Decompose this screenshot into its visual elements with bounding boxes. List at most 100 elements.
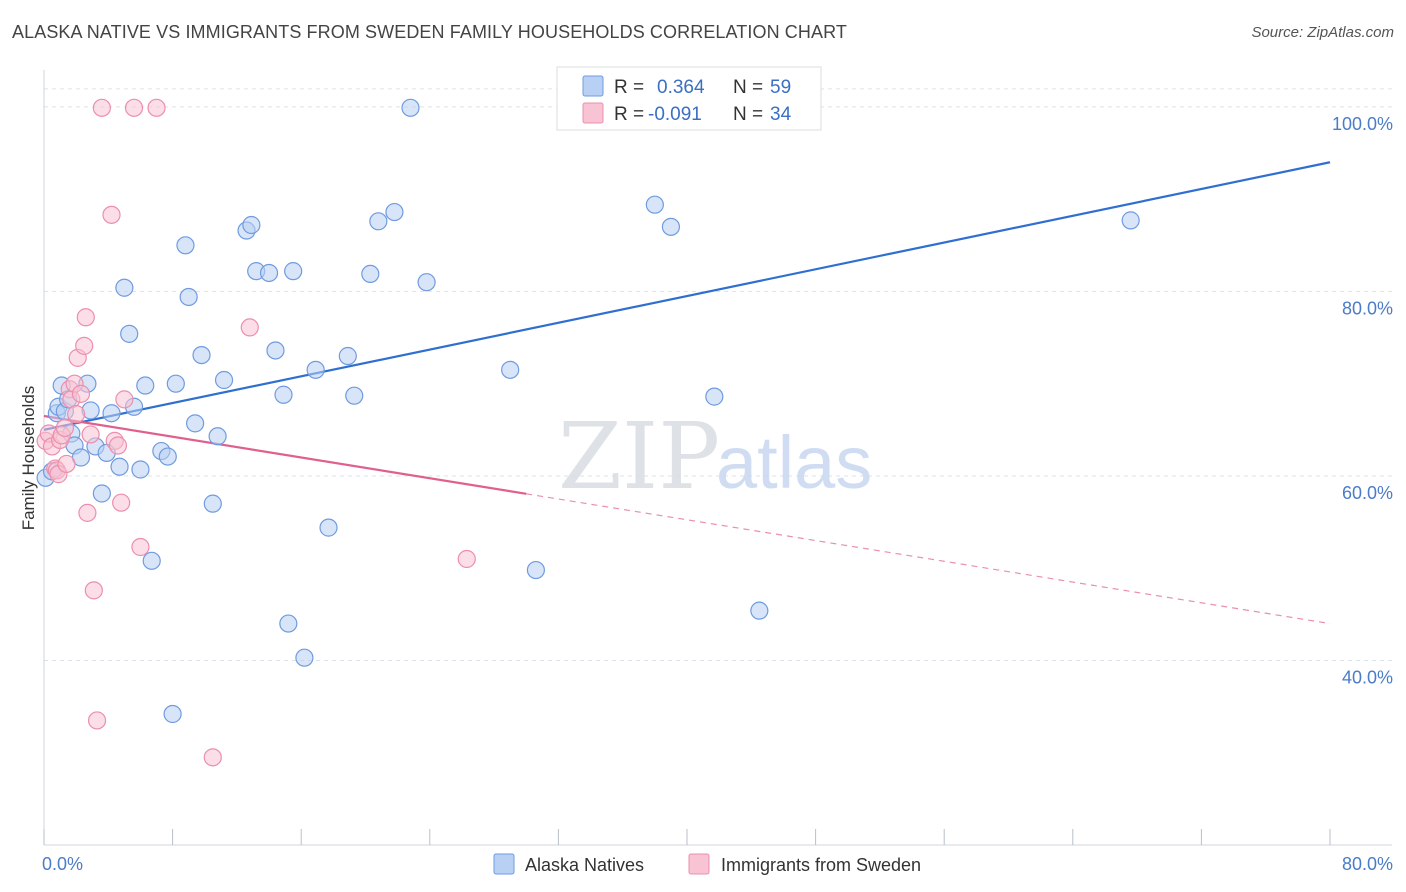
point-immigrants-sweden	[81, 425, 100, 444]
y-tick-label: 40.0%	[1342, 667, 1393, 687]
point-immigrants-sweden	[147, 98, 166, 117]
point-alaska-natives	[369, 212, 388, 231]
stats-r-value-pink: -0.091	[648, 104, 702, 125]
trend-line-dashed	[526, 493, 1331, 625]
series-legend: Alaska Natives Immigrants from Sweden	[493, 853, 921, 875]
axes	[43, 70, 1392, 846]
watermark: ZIP atlas	[558, 403, 872, 510]
point-alaska-natives	[1121, 211, 1140, 230]
point-alaska-natives	[179, 287, 198, 307]
point-alaska-natives	[750, 601, 769, 620]
y-tick-labels: 40.0% 60.0% 80.0% 100.0%	[1332, 114, 1393, 688]
point-alaska-natives	[279, 614, 298, 633]
stats-n-value-blue: 59	[770, 77, 791, 98]
legend-label-alaska-natives: Alaska Natives	[525, 855, 644, 875]
y-tick-label: 100.0%	[1332, 114, 1393, 134]
trend-line-solid	[43, 414, 527, 495]
point-alaska-natives	[361, 264, 380, 283]
stats-swatch-blue	[582, 75, 604, 97]
watermark-zip: ZIP	[558, 403, 720, 510]
point-alaska-natives	[163, 704, 182, 724]
point-alaska-natives	[136, 376, 155, 395]
point-alaska-natives	[208, 427, 227, 446]
point-alaska-natives	[526, 560, 545, 580]
point-immigrants-sweden	[75, 336, 94, 355]
stats-r-value-blue: 0.364	[657, 77, 705, 98]
point-alaska-natives	[176, 236, 195, 255]
point-alaska-natives	[274, 385, 293, 404]
stats-legend: R = 0.364 N = 59 R = -0.091 N = 34	[556, 66, 822, 131]
point-alaska-natives	[120, 324, 139, 343]
point-alaska-natives	[385, 202, 404, 222]
source-note: Source: ZipAtlas.com	[1251, 24, 1394, 41]
point-alaska-natives	[192, 345, 211, 365]
point-alaska-natives	[338, 346, 357, 366]
y-tick-label: 60.0%	[1342, 483, 1393, 503]
x-tick-labels: 0.0% 80.0%	[42, 854, 1393, 874]
point-immigrants-sweden	[84, 581, 103, 600]
point-immigrants-sweden	[102, 205, 121, 224]
point-alaska-natives	[345, 386, 364, 405]
x-tick-label: 0.0%	[42, 854, 83, 874]
y-tick-label: 80.0%	[1342, 298, 1393, 318]
point-alaska-natives	[166, 374, 185, 393]
stats-swatch-pink	[582, 102, 604, 124]
y-axis-label: Family Households	[19, 386, 38, 531]
point-immigrants-sweden	[55, 418, 74, 438]
point-immigrants-sweden	[131, 537, 150, 557]
point-immigrants-sweden	[112, 493, 131, 512]
point-alaska-natives	[142, 551, 161, 570]
point-alaska-natives	[110, 457, 129, 476]
point-alaska-natives	[186, 414, 205, 433]
point-alaska-natives	[92, 484, 111, 503]
point-alaska-natives	[115, 278, 134, 297]
point-immigrants-sweden	[87, 711, 107, 730]
point-immigrants-sweden	[115, 390, 134, 409]
point-immigrants-sweden	[240, 318, 259, 337]
chart-title: ALASKA NATIVE VS IMMIGRANTS FROM SWEDEN …	[12, 22, 847, 42]
stats-n-value-pink: 34	[770, 104, 792, 125]
stats-n-label-blue: N =	[733, 77, 763, 98]
trend-line-solid	[43, 161, 1331, 431]
point-immigrants-sweden	[76, 308, 95, 327]
point-immigrants-sweden	[92, 98, 111, 117]
point-immigrants-sweden	[71, 384, 91, 403]
point-alaska-natives	[242, 215, 261, 235]
point-alaska-natives	[102, 404, 121, 423]
legend-swatch-alaska-natives	[493, 853, 515, 875]
point-immigrants-sweden	[57, 454, 76, 474]
point-alaska-natives	[158, 447, 177, 466]
point-immigrants-sweden	[108, 436, 128, 455]
x-tick-label: 80.0%	[1342, 854, 1393, 874]
point-alaska-natives	[501, 360, 520, 379]
point-alaska-natives	[417, 273, 436, 292]
point-immigrants-sweden	[78, 503, 97, 522]
point-alaska-natives	[661, 217, 681, 236]
point-alaska-natives	[401, 98, 420, 117]
data-points	[36, 98, 1140, 767]
watermark-atlas: atlas	[716, 421, 872, 504]
point-immigrants-sweden	[67, 405, 86, 424]
legend-label-immigrants-sweden: Immigrants from Sweden	[721, 855, 921, 875]
point-alaska-natives	[259, 263, 279, 283]
point-alaska-natives	[131, 460, 150, 479]
stats-n-label-pink: N =	[733, 104, 763, 125]
stats-r-label-pink: R =	[614, 104, 644, 125]
point-alaska-natives	[266, 341, 285, 360]
point-alaska-natives	[319, 518, 338, 537]
point-alaska-natives	[295, 648, 314, 667]
point-alaska-natives	[645, 195, 664, 214]
point-immigrants-sweden	[203, 748, 222, 767]
grid-lines	[44, 88, 1392, 661]
point-alaska-natives	[214, 370, 234, 390]
point-immigrants-sweden	[124, 98, 144, 117]
point-alaska-natives	[306, 360, 325, 379]
stats-r-label-blue: R =	[614, 77, 644, 98]
trend-lines	[43, 161, 1331, 625]
point-immigrants-sweden	[457, 549, 476, 569]
legend-swatch-immigrants-sweden	[688, 853, 710, 875]
point-alaska-natives	[284, 262, 303, 281]
point-alaska-natives	[203, 494, 222, 513]
point-alaska-natives	[705, 387, 724, 406]
